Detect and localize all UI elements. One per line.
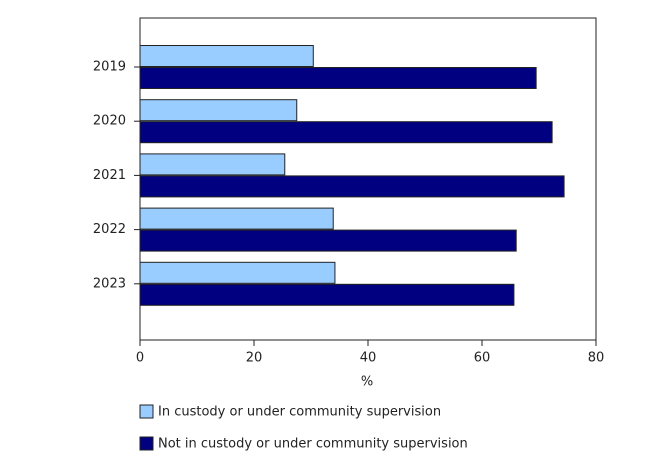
bar	[139, 229, 517, 252]
x-axis-label: %	[361, 375, 373, 390]
bar	[139, 67, 537, 89]
x-tick-label: 0	[136, 351, 144, 366]
legend-swatch	[139, 436, 154, 451]
legend-label: In custody or under community supervisio…	[158, 405, 441, 420]
y-tick-label: 2023	[93, 276, 126, 291]
x-tick-label: 80	[588, 351, 605, 366]
bar	[139, 121, 553, 144]
bar	[139, 99, 298, 122]
x-tick-label: 20	[246, 351, 263, 366]
y-tick-label: 2020	[93, 114, 126, 129]
legend-label: Not in custody or under community superv…	[158, 437, 468, 452]
bar	[139, 207, 334, 230]
y-tick-label: 2021	[93, 168, 126, 183]
legend-swatch	[139, 404, 154, 419]
x-tick-label: 40	[360, 351, 377, 366]
bar	[139, 45, 314, 67]
y-tick-label: 2022	[93, 222, 126, 237]
y-tick-label: 2019	[93, 60, 126, 75]
bar	[139, 153, 286, 176]
bar	[139, 175, 565, 198]
x-tick-label: 60	[474, 351, 491, 366]
bar	[139, 283, 515, 306]
bar	[139, 261, 336, 284]
